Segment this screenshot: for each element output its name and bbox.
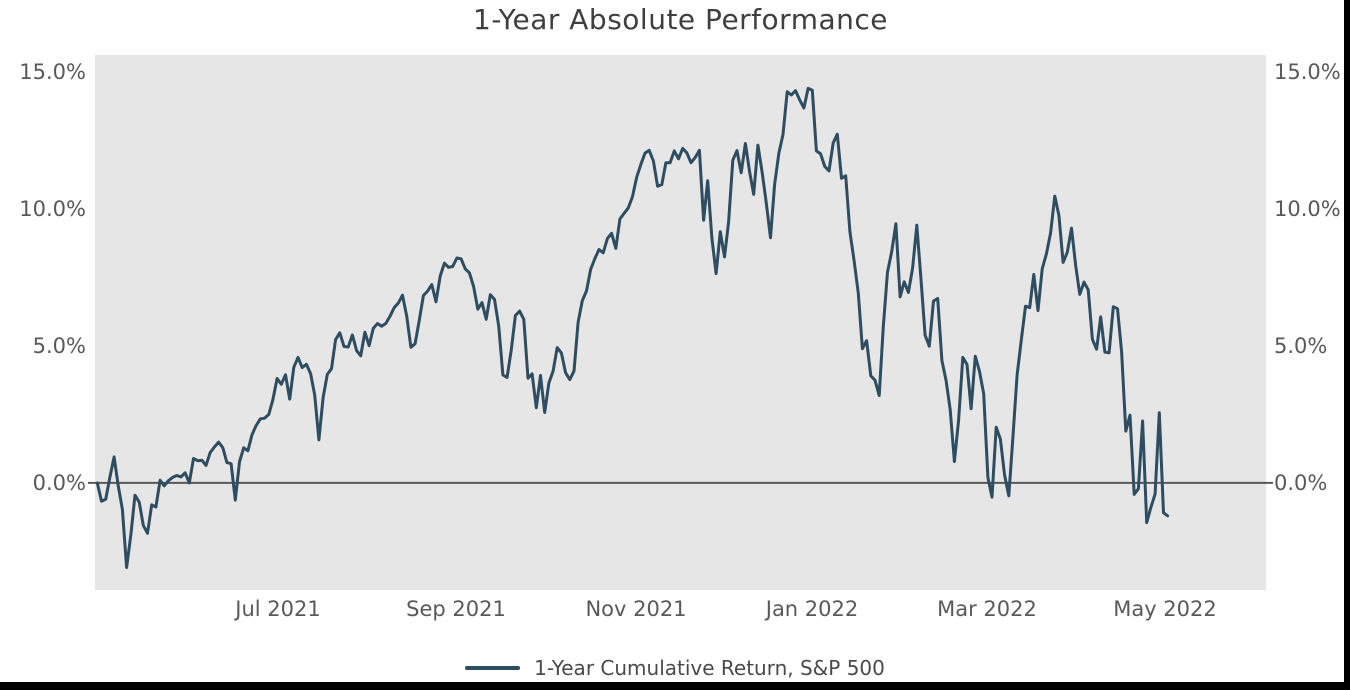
y-axis-tick-label-right-3: 0.0% [1274,471,1328,495]
x-axis-tick-label-3: Jan 2022 [765,597,859,621]
y-axis-tick-label-left-3: 0.0% [32,471,86,495]
legend-line-swatch-icon [465,666,521,670]
plot-area [95,55,1266,590]
right-border-bar [1344,0,1350,690]
legend-label: 1-Year Cumulative Return, S&P 500 [534,656,885,680]
y-axis-tick-label-left-0: 15.0% [19,60,86,84]
y-axis-tick-label-left-2: 5.0% [32,334,86,358]
y-axis-tick-label-right-0: 15.0% [1274,60,1341,84]
page-title: 1-Year Absolute Performance [473,3,888,36]
x-axis-tick-label-4: Mar 2022 [937,597,1037,621]
bottom-border-bar [0,682,1350,690]
x-axis-tick-label-0: Jul 2021 [235,597,321,621]
legend: 1-Year Cumulative Return, S&P 500 [0,654,1350,682]
x-axis-tick-label-2: Nov 2021 [585,597,687,621]
x-axis-tick-label-1: Sep 2021 [406,597,506,621]
y-axis-tick-label-right-1: 10.0% [1274,197,1341,221]
x-axis-tick-label-5: May 2022 [1113,597,1217,621]
series-line [95,86,1170,569]
y-axis-tick-label-right-2: 5.0% [1274,334,1328,358]
y-axis-tick-label-left-1: 10.0% [19,197,86,221]
